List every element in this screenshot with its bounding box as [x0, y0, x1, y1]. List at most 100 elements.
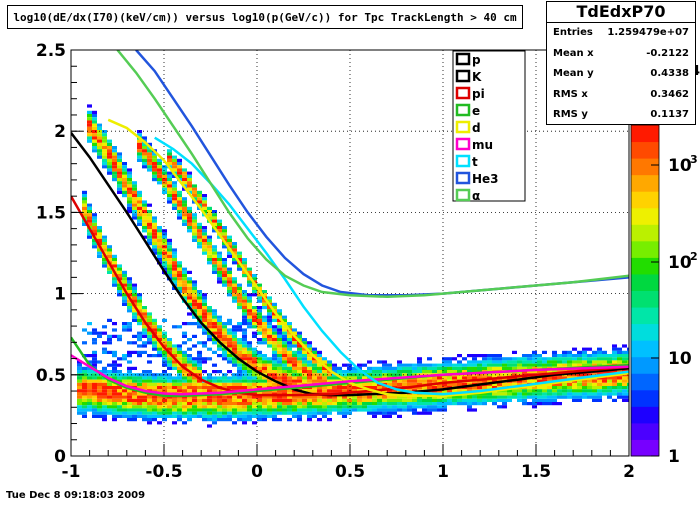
heatmap-cell: [172, 411, 177, 415]
heatmap-cell: [97, 389, 102, 393]
heatmap-cell: [212, 395, 217, 399]
heatmap-cell: [297, 418, 302, 422]
heatmap-cell: [387, 408, 392, 412]
heatmap-cell: [172, 197, 177, 201]
heatmap-cell: [242, 341, 247, 345]
heatmap-cell: [262, 299, 267, 303]
heatmap-cell: [132, 315, 137, 319]
heatmap-cell: [597, 357, 602, 361]
heatmap-cell: [112, 363, 117, 367]
heatmap-cell: [112, 158, 117, 162]
heatmap-cell: [312, 395, 317, 399]
heatmap-cell: [417, 363, 422, 367]
heatmap-cell: [237, 325, 242, 329]
heatmap-cell: [182, 334, 187, 338]
heatmap-cell: [192, 229, 197, 233]
heatmap-cell: [167, 187, 172, 191]
heatmap-cell: [182, 350, 187, 354]
heatmap-cell: [287, 389, 292, 393]
heatmap-cell: [332, 402, 337, 406]
heatmap-cell: [287, 338, 292, 342]
heatmap-cell: [277, 389, 282, 393]
heatmap-cell: [237, 398, 242, 402]
heatmap-cell: [517, 360, 522, 364]
heatmap-cell: [517, 379, 522, 383]
heatmap-cell: [117, 181, 122, 185]
heatmap-cell: [92, 242, 97, 246]
heatmap-cell: [157, 245, 162, 249]
heatmap-cell: [162, 251, 167, 255]
heatmap-cell: [237, 328, 242, 332]
heatmap-cell: [132, 379, 137, 383]
heatmap-cell: [532, 370, 537, 374]
heatmap-cell: [222, 235, 227, 239]
heatmap-cell: [217, 277, 222, 281]
heatmap-cell: [102, 142, 107, 146]
heatmap-cell: [242, 312, 247, 316]
heatmap-cell: [122, 405, 127, 409]
heatmap-cell: [172, 203, 177, 207]
heatmap-cell: [142, 306, 147, 310]
heatmap-cell: [532, 386, 537, 390]
heatmap-cell: [382, 366, 387, 370]
heatmap-cell: [152, 389, 157, 393]
heatmap-cell: [112, 334, 117, 338]
heatmap-cell: [542, 350, 547, 354]
heatmap-cell: [132, 181, 137, 185]
heatmap-cell: [307, 389, 312, 393]
heatmap-cell: [282, 360, 287, 364]
heatmap-cell: [207, 402, 212, 406]
heatmap-cell: [282, 334, 287, 338]
heatmap-cell: [332, 376, 337, 380]
heatmap-cell: [182, 373, 187, 377]
heatmap-cell: [592, 386, 597, 390]
heatmap-cell: [267, 322, 272, 326]
heatmap-cell: [157, 414, 162, 418]
heatmap-cell: [397, 366, 402, 370]
heatmap-cell: [367, 370, 372, 374]
heatmap-cell: [342, 370, 347, 374]
heatmap-cell: [112, 405, 117, 409]
heatmap-cell: [157, 386, 162, 390]
heatmap-cell: [92, 350, 97, 354]
heatmap-cell: [77, 389, 82, 393]
heatmap-cell: [177, 405, 182, 409]
heatmap-cell: [287, 366, 292, 370]
heatmap-cell: [197, 232, 202, 236]
heatmap-cell: [427, 357, 432, 361]
heatmap-cell: [137, 296, 142, 300]
heatmap-cell: [142, 379, 147, 383]
heatmap-cell: [122, 165, 127, 169]
heatmap-cell: [407, 398, 412, 402]
heatmap-cell: [212, 408, 217, 412]
heatmap-cell: [542, 386, 547, 390]
heatmap-cell: [617, 376, 622, 380]
heatmap-cell: [142, 328, 147, 332]
heatmap-cell: [132, 414, 137, 418]
heatmap-cell: [87, 210, 92, 214]
heatmap-cell: [237, 341, 242, 345]
heatmap-cell: [182, 203, 187, 207]
heatmap-cell: [437, 398, 442, 402]
heatmap-cell: [337, 386, 342, 390]
heatmap-cell: [82, 194, 87, 198]
heatmap-cell: [342, 395, 347, 399]
heatmap-cell: [412, 392, 417, 396]
heatmap-cell: [212, 331, 217, 335]
heatmap-cell: [317, 402, 322, 406]
heatmap-cell: [442, 379, 447, 383]
heatmap-cell: [282, 318, 287, 322]
heatmap-cell: [177, 386, 182, 390]
heatmap-cell: [267, 379, 272, 383]
heatmap-cell: [157, 248, 162, 252]
heatmap-cell: [247, 344, 252, 348]
heatmap-cell: [342, 414, 347, 418]
heatmap-cell: [137, 130, 142, 134]
heatmap-cell: [192, 405, 197, 409]
heatmap-cell: [77, 405, 82, 409]
heatmap-cell: [332, 363, 337, 367]
heatmap-cell: [162, 411, 167, 415]
heatmap-cell: [602, 354, 607, 358]
heatmap-cell: [347, 382, 352, 386]
heatmap-cell: [172, 382, 177, 386]
